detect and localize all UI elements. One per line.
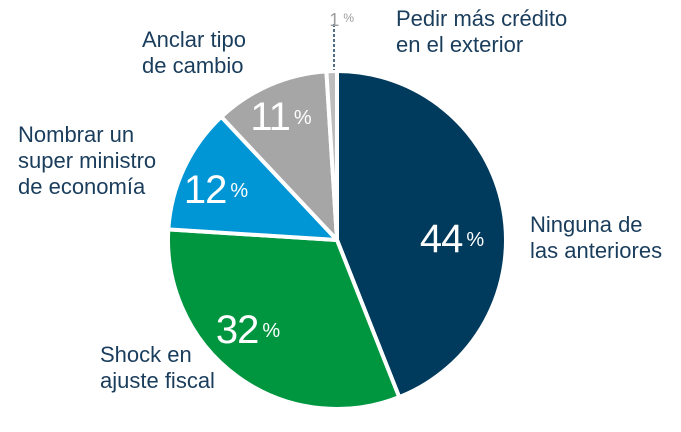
category-label-line: super ministro	[18, 148, 156, 173]
category-label-line: Nombrar un	[18, 122, 134, 147]
category-label-line: Ninguna de	[530, 212, 643, 237]
category-label-line: Anclar tipo	[142, 27, 246, 52]
category-label-line: de economía	[18, 174, 146, 199]
category-label-ninguna: Ninguna de las anteriores	[530, 212, 662, 263]
value-number-anclar: 11	[250, 95, 290, 139]
category-label-line: las anteriores	[530, 238, 662, 263]
category-label-shock: Shock en ajuste fiscal	[100, 342, 215, 393]
category-label-line: Pedir más crédito	[396, 6, 567, 31]
pie-slices	[165, 68, 508, 411]
category-label-ministro: Nombrar un super ministro de economía	[18, 122, 156, 199]
category-label-line: en el exterior	[396, 32, 523, 57]
pie-slice-anclar	[219, 69, 339, 242]
value-unit-shock: %	[262, 320, 280, 342]
value-label-ninguna: 44%	[420, 217, 485, 261]
category-label-line: de cambio	[142, 53, 244, 78]
value-number-ninguna: 44	[420, 217, 463, 261]
value-number-shock: 32	[216, 308, 259, 352]
value-unit-ninguna: %	[466, 229, 484, 251]
value-unit-credito: %	[343, 11, 354, 25]
value-unit-ministro: %	[230, 180, 248, 202]
category-label-anclar: Anclar tipo de cambio	[142, 27, 246, 78]
pie-slice-ninguna	[335, 69, 508, 400]
category-label-credito: Pedir más crédito en el exterior	[396, 6, 567, 57]
category-label-line: ajuste fiscal	[100, 368, 215, 393]
value-unit-anclar: %	[294, 107, 312, 129]
value-label-anclar: 11%	[250, 95, 312, 139]
pie-slice-credito	[324, 68, 339, 242]
value-label-credito: 1%	[329, 10, 354, 30]
value-label-shock: 32%	[216, 308, 281, 352]
pie-slice-ministro	[166, 114, 339, 242]
pie-slice-shock	[165, 227, 402, 411]
value-label-ministro: 12%	[184, 168, 249, 212]
category-label-line: Shock en	[100, 342, 192, 367]
value-number-ministro: 12	[184, 168, 227, 212]
value-number-credito: 1	[329, 10, 339, 30]
